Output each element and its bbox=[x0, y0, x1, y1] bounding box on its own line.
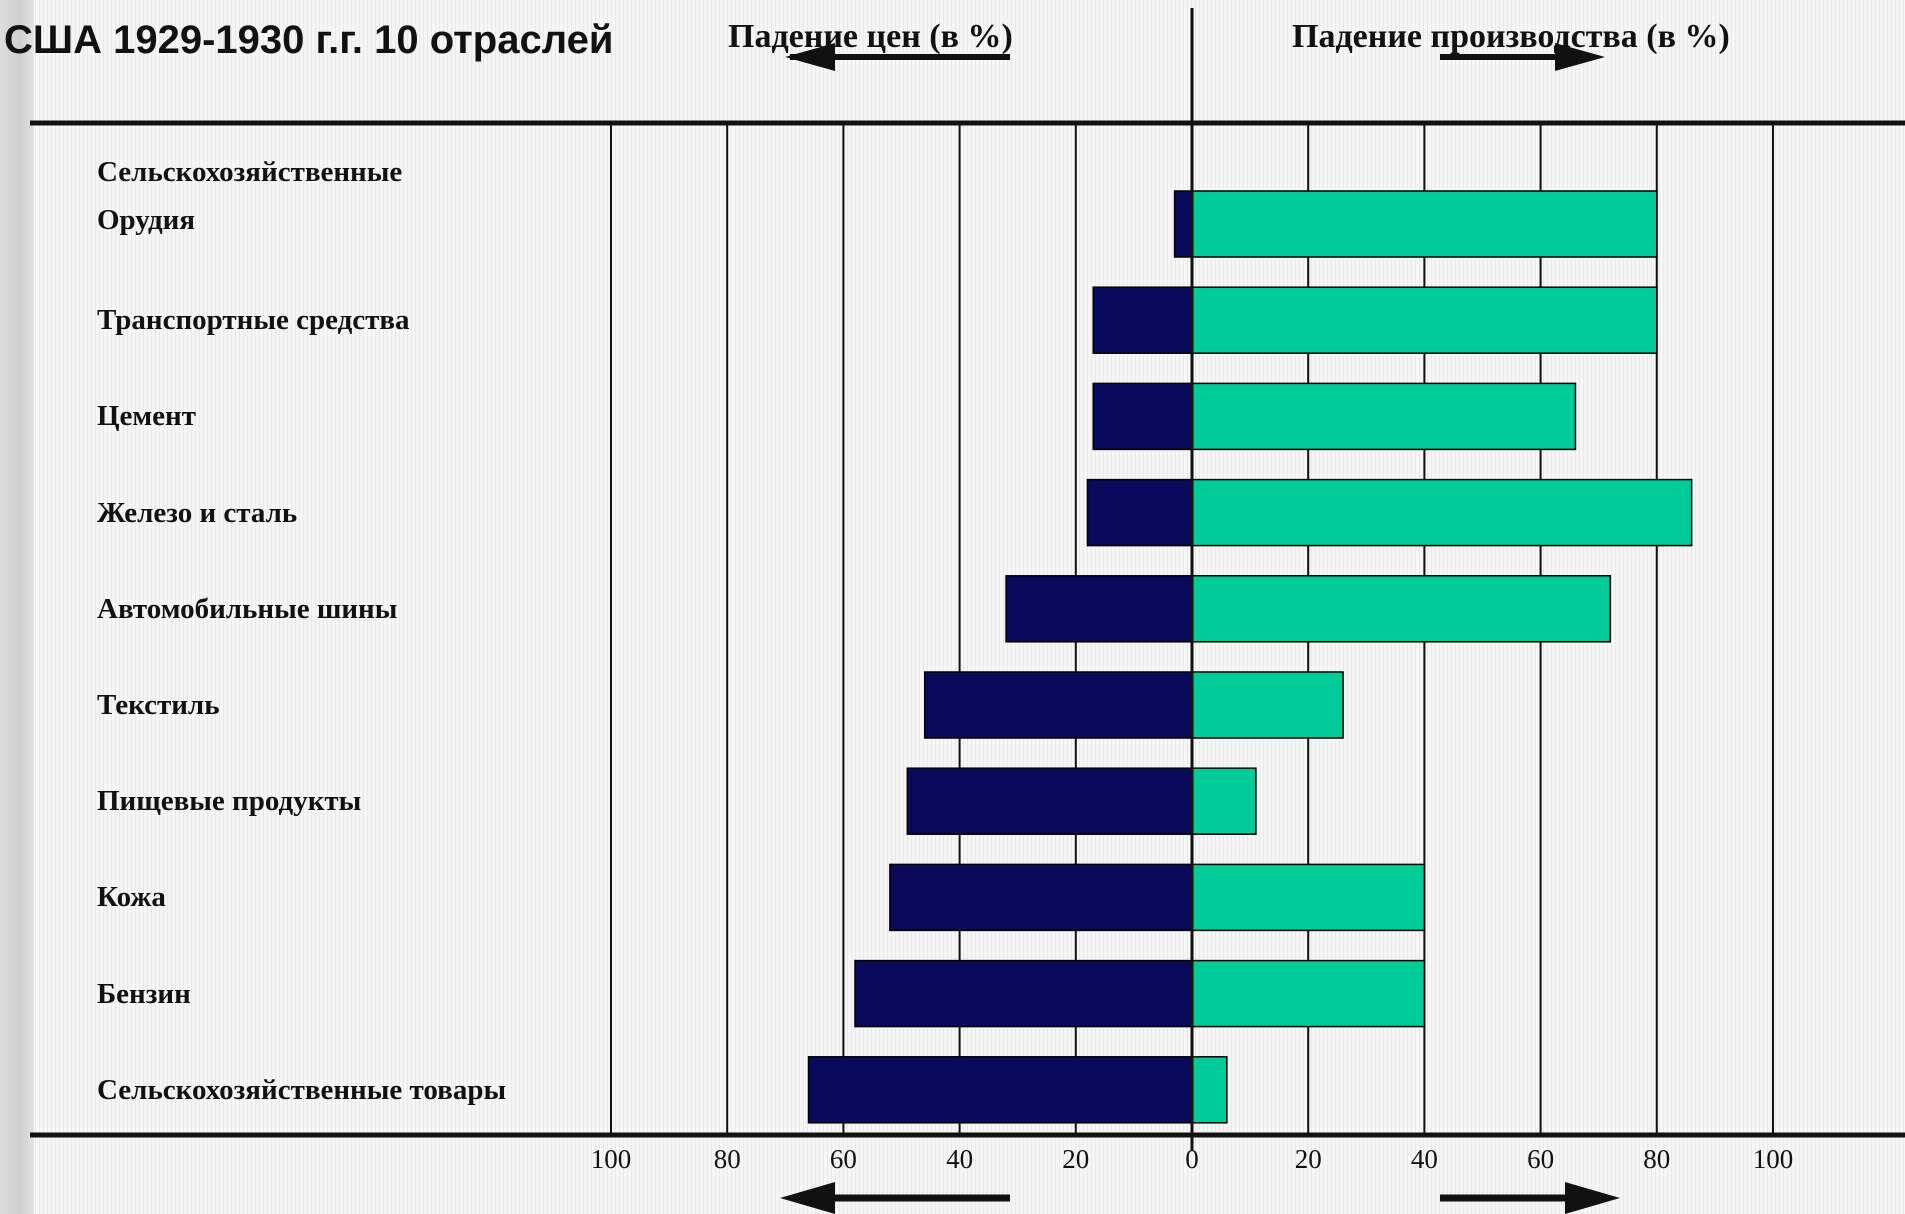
production-drop-bar-6 bbox=[1191, 767, 1257, 835]
price-drop-bar-7 bbox=[889, 863, 1193, 932]
x-tick-label-9: 80 bbox=[1643, 1144, 1670, 1174]
category-label-8: Бензин bbox=[97, 977, 191, 1010]
category-label-6: Пищевые продукты bbox=[97, 785, 362, 818]
x-tick-label-7: 40 bbox=[1411, 1144, 1438, 1174]
bottom-right-arrow-head bbox=[1565, 1182, 1620, 1214]
category-label-3: Железо и сталь bbox=[97, 496, 298, 529]
production-drop-header: Падение производства (в %) bbox=[1292, 18, 1730, 55]
left-margin-strip bbox=[0, 0, 34, 1214]
x-tick-label-5: 0 bbox=[1185, 1144, 1199, 1174]
category-label-0-line-1: Орудия bbox=[97, 204, 196, 236]
production-drop-bar-7 bbox=[1191, 863, 1426, 932]
x-tick-label-6: 20 bbox=[1295, 1144, 1322, 1174]
price-drop-header: Падение цен (в %) bbox=[728, 18, 1013, 55]
category-label-4: Автомобильные шины bbox=[97, 592, 398, 625]
price-drop-bar-9 bbox=[807, 1056, 1193, 1124]
x-tick-label-0: 100 bbox=[591, 1144, 632, 1174]
category-label-7: Кожа bbox=[97, 881, 166, 914]
price-drop-bar-5 bbox=[923, 671, 1193, 739]
x-tick-label-2: 60 bbox=[830, 1144, 857, 1174]
category-label-2: Цемент bbox=[97, 400, 197, 433]
production-drop-bar-3 bbox=[1191, 478, 1693, 547]
header-left-arrow-head bbox=[785, 43, 835, 71]
price-drop-bar-4 bbox=[1005, 575, 1193, 643]
production-drop-bar-4 bbox=[1191, 575, 1612, 643]
price-drop-bar-2 bbox=[1092, 382, 1193, 451]
x-tick-label-8: 60 bbox=[1527, 1144, 1554, 1174]
header-right-arrow-head bbox=[1555, 43, 1605, 71]
category-label-0-line-0: Сельскохозяйственные bbox=[97, 156, 403, 188]
category-label-1: Транспортные средства bbox=[97, 304, 410, 337]
category-label-5: Текстиль bbox=[97, 689, 220, 721]
price-drop-bar-6 bbox=[906, 767, 1193, 835]
chart-title: США 1929-1930 г.г. 10 отраслей bbox=[4, 18, 614, 62]
production-drop-bar-5 bbox=[1191, 671, 1344, 739]
x-tick-label-3: 40 bbox=[946, 1144, 973, 1174]
price-drop-bar-0 bbox=[1173, 190, 1193, 258]
bottom-left-arrow-head bbox=[780, 1182, 835, 1214]
category-label-9: Сельскохозяйственные товары bbox=[97, 1073, 507, 1106]
production-drop-bar-9 bbox=[1191, 1056, 1228, 1124]
price-drop-bar-3 bbox=[1086, 478, 1193, 547]
production-drop-bar-0 bbox=[1191, 190, 1658, 258]
production-drop-bar-1 bbox=[1191, 286, 1658, 354]
production-drop-bar-8 bbox=[1191, 959, 1426, 1028]
x-tick-label-10: 100 bbox=[1753, 1144, 1794, 1174]
x-tick-label-4: 20 bbox=[1062, 1144, 1089, 1174]
x-tick-label-1: 80 bbox=[714, 1144, 741, 1174]
production-drop-bar-2 bbox=[1191, 382, 1577, 451]
price-drop-bar-1 bbox=[1092, 286, 1193, 354]
price-drop-bar-8 bbox=[854, 959, 1193, 1028]
